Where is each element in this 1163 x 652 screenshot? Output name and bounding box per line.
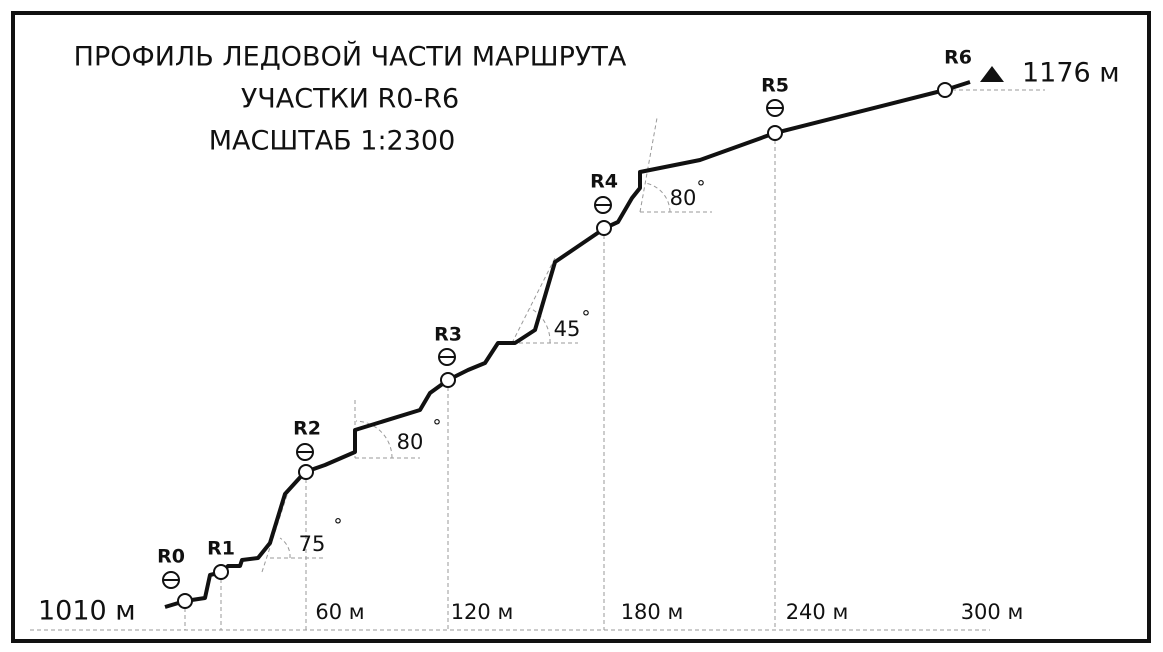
distance-label: 60 м: [315, 600, 364, 624]
arc: [279, 537, 291, 559]
arc: [529, 307, 551, 344]
start-elevation: 1010 м: [38, 596, 136, 627]
arc: [644, 182, 671, 213]
station-point: [767, 125, 783, 141]
station-point: [596, 220, 612, 236]
station-label: R5: [761, 75, 789, 97]
station-point: [440, 372, 456, 388]
station-label: R3: [434, 324, 462, 346]
angle-degree: °: [334, 515, 343, 536]
angle-label: 45: [554, 317, 581, 341]
summit-marker: [980, 66, 1004, 82]
station-point: [298, 464, 314, 480]
station-label: R2: [293, 418, 321, 440]
angle-label: 80: [670, 186, 697, 210]
frame: [11, 11, 1151, 643]
angle-degree: °: [433, 416, 442, 437]
angle-guides: [261, 117, 712, 573]
angle-degree: °: [582, 307, 591, 328]
station-point: [937, 82, 953, 98]
title-line: УЧАСТКИ R0-R6: [241, 84, 459, 115]
station-label: R6: [944, 47, 972, 69]
station-label: R1: [207, 538, 235, 560]
route-line: [164, 80, 971, 609]
station-label: R0: [157, 546, 185, 568]
angle-label: 75: [299, 532, 326, 556]
arc: [355, 420, 393, 459]
station-point: [177, 593, 193, 609]
title-line: ПРОФИЛЬ ЛЕДОВОЙ ЧАСТИ МАРШРУТА: [74, 41, 627, 73]
title-line: МАСШТАБ 1:2300: [209, 126, 456, 157]
guide: [511, 257, 556, 344]
guide: [639, 117, 658, 213]
distance-label: 180 м: [621, 600, 684, 624]
distance-label: 300 м: [961, 600, 1024, 624]
angle-label: 80: [397, 430, 424, 454]
station-point: [213, 564, 229, 580]
finish-elevation: 1176 м: [1022, 58, 1120, 89]
distance-label: 120 м: [451, 600, 514, 624]
distance-label: 240 м: [786, 600, 849, 624]
station-label: R4: [590, 171, 618, 193]
angle-degree: °: [697, 177, 706, 198]
